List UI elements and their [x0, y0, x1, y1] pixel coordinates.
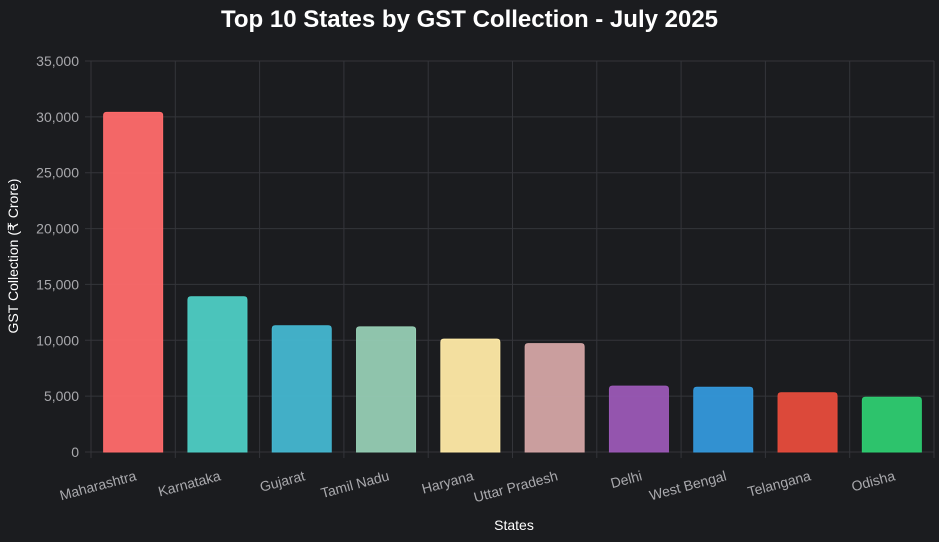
bar-telangana[interactable]	[777, 392, 838, 453]
bar-karnataka[interactable]	[187, 296, 248, 453]
y-tick-label: 15,000	[36, 276, 79, 292]
bar-tamil-nadu[interactable]	[356, 326, 417, 453]
y-tick-label: 35,000	[36, 53, 79, 69]
bar-maharashtra[interactable]	[103, 111, 164, 453]
x-tick-label: Delhi	[609, 467, 644, 491]
y-tick-label: 20,000	[36, 221, 79, 237]
bar-uttar-pradesh[interactable]	[524, 343, 585, 453]
y-axis-title: GST Collection (₹ Crore)	[5, 179, 21, 334]
bars	[103, 111, 922, 453]
y-tick-label: 30,000	[36, 109, 79, 125]
x-tick-label: Telangana	[746, 467, 813, 499]
y-tick-label: 0	[71, 444, 79, 460]
bar-haryana[interactable]	[440, 338, 501, 453]
x-tick-label: Haryana	[420, 467, 475, 496]
x-tick-label: Odisha	[850, 467, 897, 494]
bar-odisha[interactable]	[861, 396, 922, 453]
x-tick-label: Uttar Pradesh	[472, 467, 560, 505]
y-axis-ticks: 0 5,000 10,000 15,000 20,000 25,000 30,000 35,0…	[36, 53, 79, 460]
chart-title: Top 10 States by GST Collection - July 2…	[220, 6, 719, 33]
x-tick-label: Gujarat	[258, 467, 307, 494]
y-tick-label: 25,000	[36, 165, 79, 181]
x-tick-label: Maharashtra	[58, 467, 138, 503]
x-axis-title: States	[494, 517, 534, 533]
x-tick-label: Tamil Nadu	[319, 467, 391, 501]
y-tick-label: 5,000	[44, 388, 79, 404]
x-axis-ticks: Maharashtra Karnataka Gujarat Tamil Nadu Har…	[58, 467, 897, 505]
y-tick-label: 10,000	[36, 332, 79, 348]
bar-delhi[interactable]	[608, 385, 669, 453]
bar-west-bengal[interactable]	[693, 386, 754, 453]
bar-gujarat[interactable]	[271, 325, 332, 453]
x-tick-label: Karnataka	[156, 467, 222, 499]
x-tick-label: West Bengal	[647, 467, 728, 503]
